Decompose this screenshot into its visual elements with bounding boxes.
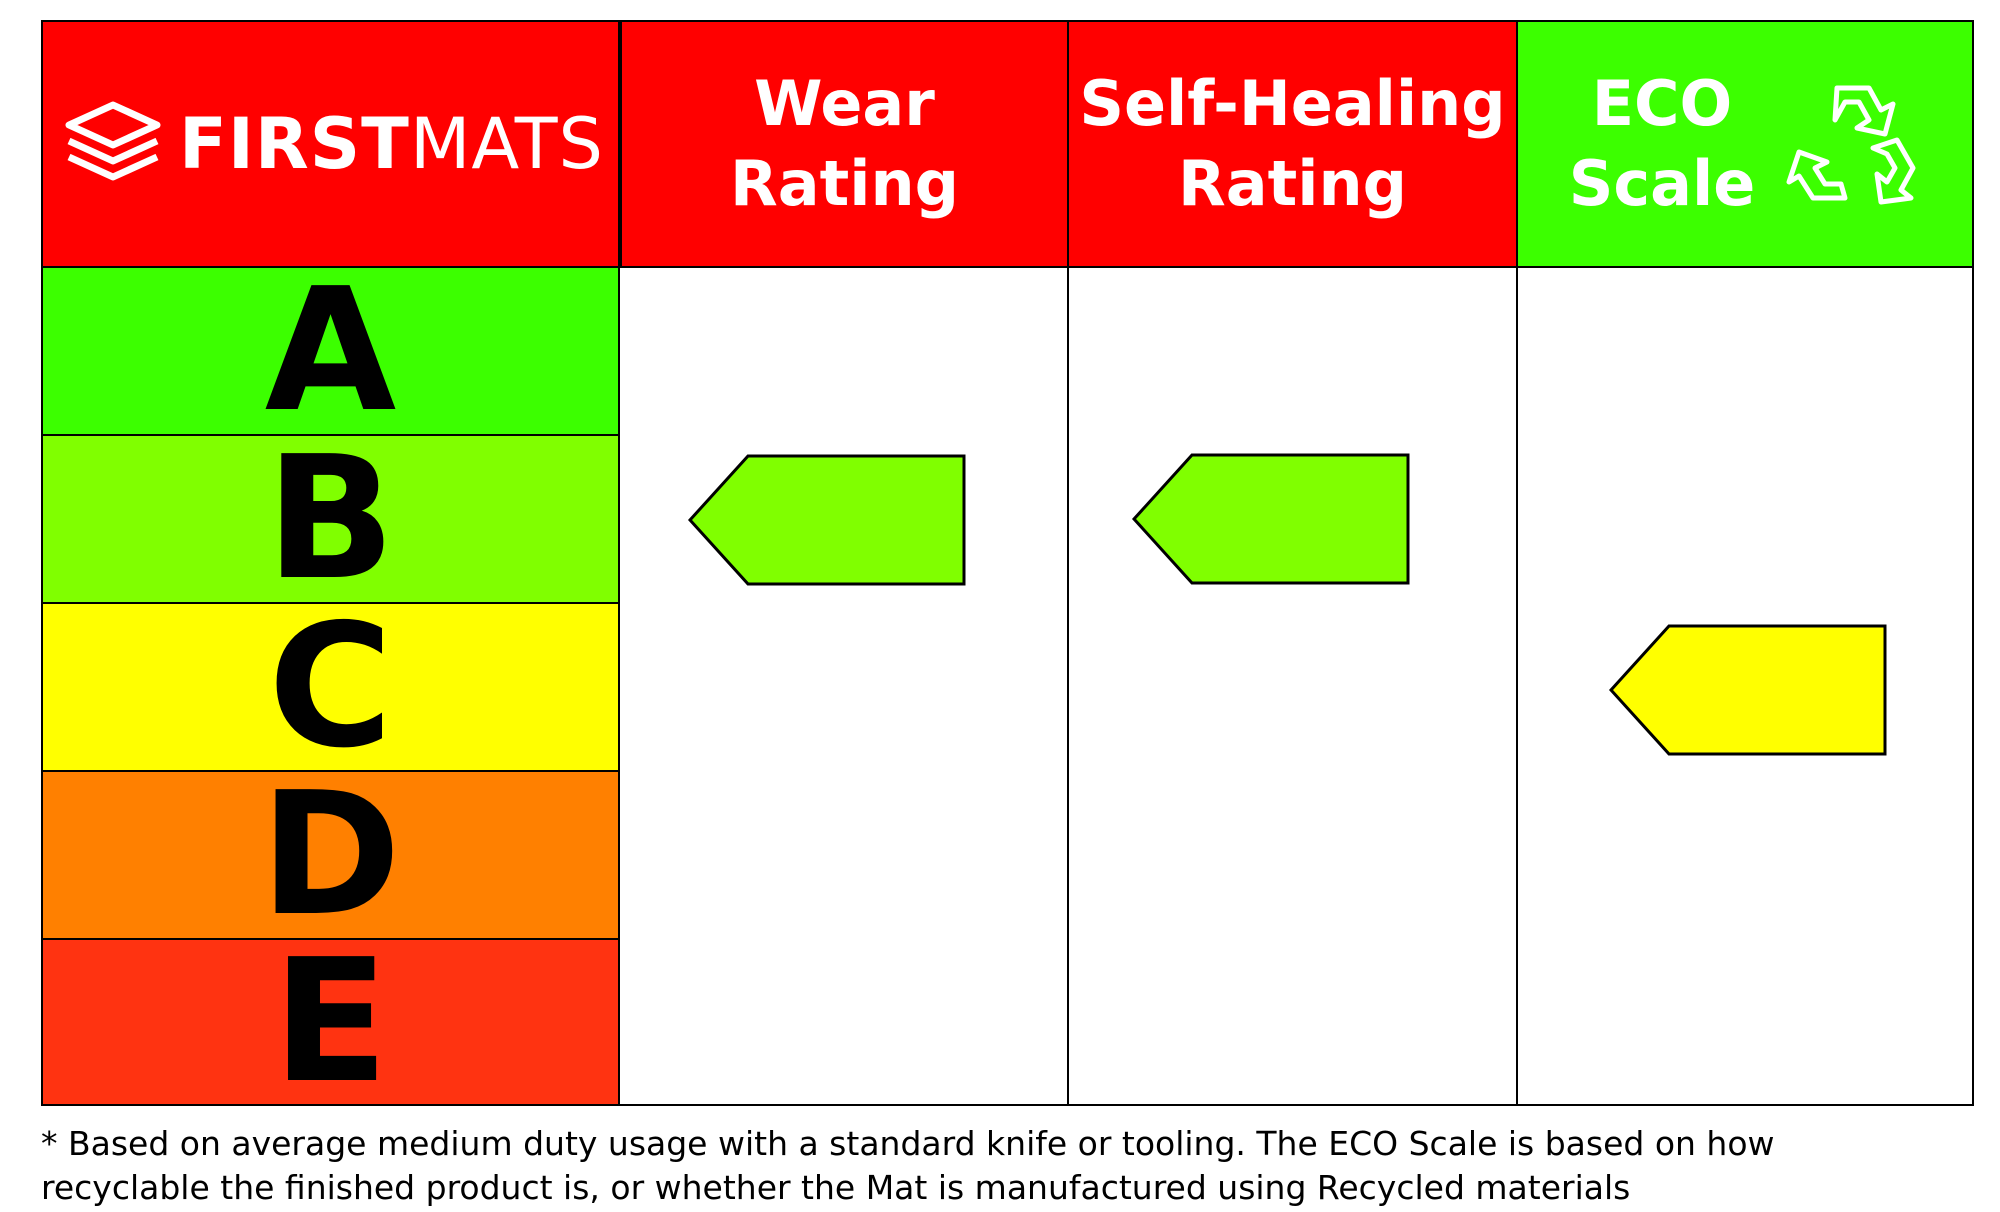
grade-letter-d: D bbox=[259, 756, 402, 954]
header-self-healing: Self-Healing Rating bbox=[1067, 20, 1518, 268]
grade-row-d: D bbox=[41, 756, 620, 954]
grade-row-c: C bbox=[41, 588, 620, 786]
logo-cell: FIRSTMATS bbox=[41, 20, 620, 268]
header-wear: Wear Rating bbox=[620, 20, 1069, 268]
header-self-healing-text: Self-Healing Rating bbox=[1079, 64, 1505, 224]
column-body-wear bbox=[618, 266, 1069, 1106]
layers-icon bbox=[65, 101, 161, 181]
brand-name-bold: FIRST bbox=[179, 103, 410, 185]
header-eco-text: ECO Scale bbox=[1569, 64, 1756, 224]
header-wear-text: Wear Rating bbox=[730, 64, 959, 224]
rating-chart: FIRSTMATS Wear Rating Self-Healing Ratin… bbox=[41, 20, 1974, 1121]
column-body-eco bbox=[1516, 266, 1974, 1106]
wear-rating-marker bbox=[688, 454, 966, 586]
column-body-self-healing bbox=[1067, 266, 1518, 1106]
self-healing-rating-marker bbox=[1132, 453, 1410, 585]
footnote: * Based on average medium duty usage wit… bbox=[41, 1124, 1775, 1207]
header-self-healing-line2: Rating bbox=[1178, 147, 1407, 220]
header-self-healing-line1: Self-Healing bbox=[1079, 67, 1506, 140]
grade-letter-b: B bbox=[265, 420, 396, 618]
recycle-icon bbox=[1786, 85, 1916, 205]
header-wear-line2: Rating bbox=[730, 147, 959, 220]
firstmats-logo: FIRSTMATS bbox=[43, 22, 618, 266]
grade-letter-c: C bbox=[268, 588, 393, 786]
eco-rating-marker bbox=[1609, 624, 1887, 756]
header-eco-line1: ECO bbox=[1591, 67, 1733, 140]
header-eco-line2: Scale bbox=[1568, 147, 1756, 220]
header-wear-line1: Wear bbox=[754, 67, 935, 140]
brand-name-light: MATS bbox=[409, 103, 604, 185]
grade-row-a: A bbox=[41, 252, 620, 450]
grade-letter-e: E bbox=[272, 923, 389, 1121]
brand-name: FIRSTMATS bbox=[179, 103, 604, 185]
grade-row-e: E bbox=[41, 923, 620, 1121]
header-eco: ECO Scale bbox=[1516, 20, 1974, 268]
grade-row-b: B bbox=[41, 420, 620, 618]
grade-letter-a: A bbox=[264, 252, 397, 450]
